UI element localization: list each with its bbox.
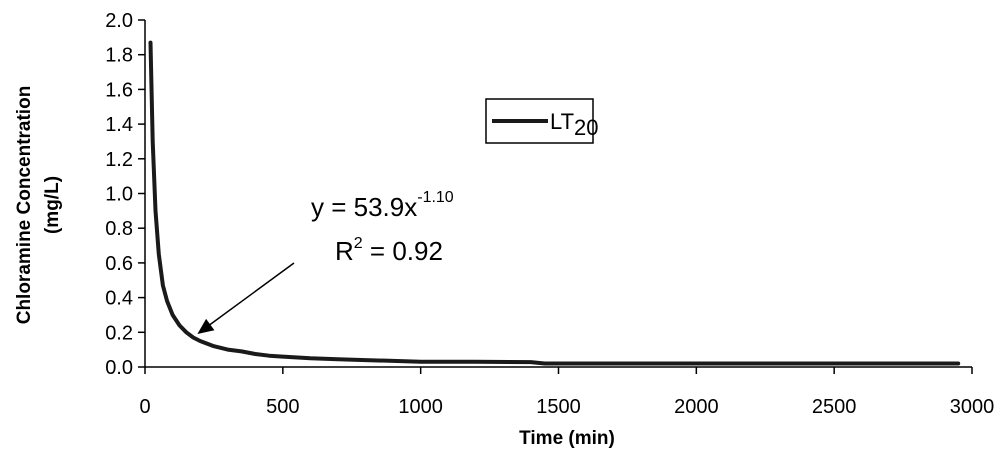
y-tick-label: 1.6 <box>105 79 133 101</box>
y-tick-label: 0.2 <box>105 322 133 344</box>
x-axis-title: Time (min) <box>519 428 615 449</box>
y-tick-label: 1.0 <box>105 184 133 206</box>
y-ticks: 0.0 0.2 0.4 0.6 0.8 1.0 1.2 1.4 1.6 1.8 2.0 <box>105 10 145 379</box>
r-squared-exponent: 2 <box>354 235 363 252</box>
y-tick-label: 0.0 <box>105 357 133 379</box>
y-tick-label: 1.2 <box>105 149 133 171</box>
x-tick-label: 2000 <box>674 396 719 418</box>
y-tick-label: 0.4 <box>105 288 133 310</box>
x-tick-label: 1000 <box>398 396 443 418</box>
y-axis-title-line1: Chloramine Concentration <box>14 86 35 325</box>
legend-label-sub: 20 <box>574 115 598 140</box>
r-squared-value: = 0.92 <box>363 236 443 266</box>
x-tick-label: 0 <box>139 396 150 418</box>
x-tick-label: 2500 <box>812 396 857 418</box>
y-axis-title-line2: (mg/L) <box>42 176 63 234</box>
annotation-arrow <box>197 262 295 334</box>
x-tick-label: 1500 <box>536 396 581 418</box>
x-tick-label: 500 <box>266 396 299 418</box>
x-tick-label: 3000 <box>950 396 995 418</box>
arrow-line <box>204 262 295 329</box>
y-tick-label: 1.4 <box>105 114 133 136</box>
legend-label-main: LT <box>550 109 574 134</box>
x-ticks: 0 500 1000 1500 2000 2500 3000 <box>139 367 994 418</box>
fit-equation: y = 53.9x-1.10 <box>311 189 454 222</box>
y-tick-label: 0.6 <box>105 253 133 275</box>
arrow-head <box>197 318 215 334</box>
legend-label: LT20 <box>550 109 599 140</box>
y-tick-label: 2.0 <box>105 10 133 32</box>
legend: LT20 <box>485 98 599 144</box>
fit-r-squared: R2 = 0.92 <box>335 235 443 266</box>
y-tick-label: 1.8 <box>105 45 133 67</box>
r-squared-main: R <box>335 236 354 266</box>
y-axis-title: Chloramine Concentration (mg/L) <box>14 86 63 325</box>
y-tick-label: 0.8 <box>105 218 133 240</box>
fit-equation-main: y = 53.9x <box>311 192 417 222</box>
series-line-lt20 <box>148 40 961 366</box>
fit-equation-exponent: -1.10 <box>417 189 454 206</box>
